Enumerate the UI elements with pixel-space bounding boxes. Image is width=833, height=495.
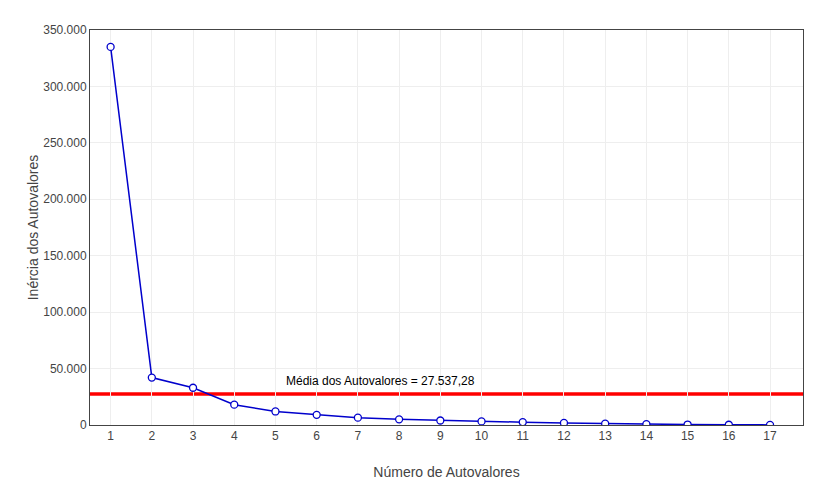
svg-text:14: 14 [640,429,654,443]
svg-text:9: 9 [437,429,444,443]
svg-text:17: 17 [763,429,777,443]
svg-text:7: 7 [355,429,362,443]
svg-text:150.000: 150.000 [43,249,87,263]
svg-text:350.000: 350.000 [43,23,87,37]
svg-text:100.000: 100.000 [43,305,87,319]
svg-text:12: 12 [557,429,571,443]
svg-text:2: 2 [148,429,155,443]
svg-text:Inércia dos Autovalores: Inércia dos Autovalores [25,155,41,301]
svg-text:3: 3 [190,429,197,443]
svg-text:6: 6 [313,429,320,443]
svg-text:Média dos Autovalores = 27.537: Média dos Autovalores = 27.537,28 [286,374,475,388]
svg-text:13: 13 [598,429,612,443]
svg-text:1: 1 [107,429,114,443]
svg-text:250.000: 250.000 [43,136,87,150]
svg-text:200.000: 200.000 [43,192,87,206]
svg-text:4: 4 [231,429,238,443]
svg-text:5: 5 [272,429,279,443]
svg-text:11: 11 [517,429,530,443]
svg-text:50.000: 50.000 [50,362,87,376]
svg-text:0: 0 [80,418,87,432]
svg-text:300.000: 300.000 [43,80,87,94]
svg-text:10: 10 [475,429,489,443]
svg-text:8: 8 [396,429,403,443]
svg-text:16: 16 [722,429,736,443]
svg-text:15: 15 [681,429,695,443]
svg-text:Número de Autovalores: Número de Autovalores [373,464,519,480]
